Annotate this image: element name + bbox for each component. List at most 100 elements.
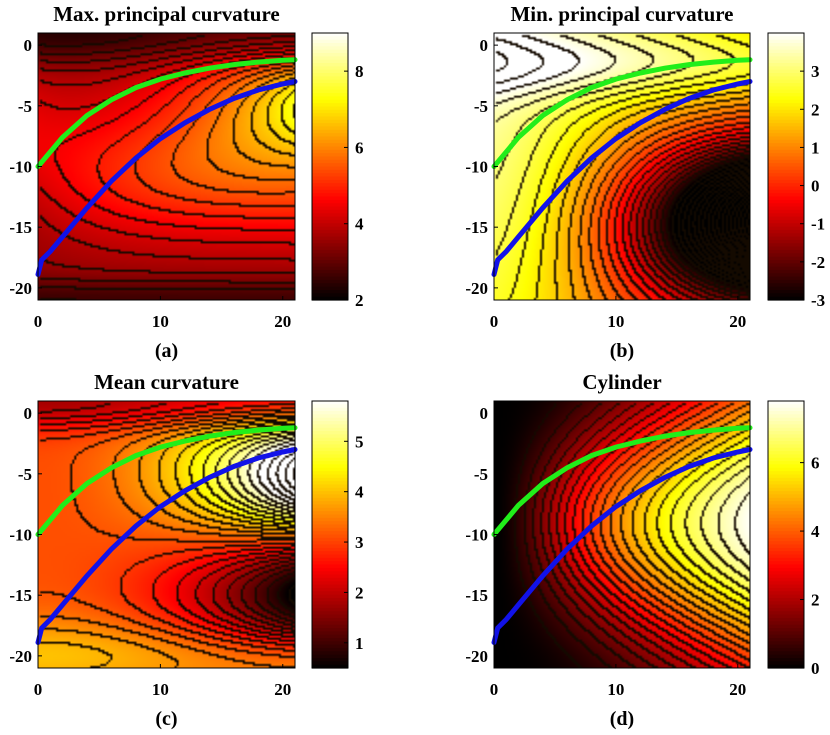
y-tick-label: -10 [465,158,488,177]
colorbar-segment [768,276,804,281]
colorbar-segment [768,511,804,516]
colorbar-segment [312,116,348,121]
colorbar-segment [312,581,348,586]
colorbar-segment [768,601,804,606]
colorbar-segment [312,584,348,589]
chart-title: Max. principal curvature [53,2,280,26]
colorbar-segment [312,567,348,572]
colorbar-segment [768,414,804,419]
colorbar-segment [312,431,348,435]
colorbar-segment [768,63,804,67]
colorbar-segment [768,494,804,499]
colorbar-segment [312,256,348,261]
colorbar-segment [768,464,804,469]
colorbar-segment [768,33,804,37]
colorbar-segment [768,133,804,138]
colorbar-segment [768,507,804,512]
colorbar-segment [312,223,348,228]
colorbar-segment [312,404,348,409]
x-tick-label: 0 [490,680,499,699]
colorbar-segment [312,501,348,506]
colorbar-segment [312,239,348,244]
colorbar-segment [768,179,804,184]
colorbar-segment [312,39,348,44]
colorbar-segment [312,571,348,576]
colorbar-segment [312,554,348,559]
colorbar-segment [312,133,348,138]
colorbar-segment [768,279,804,284]
colorbar-segment [768,607,804,612]
colorbar-segment [768,283,804,288]
panel-caption: (a) [155,340,178,362]
colorbar-segment [768,527,804,532]
colorbar-segment [768,103,804,108]
colorbar-segment [312,129,348,134]
colorbar-segment [768,36,804,41]
y-tick-label: -10 [465,526,488,545]
colorbar-segment [312,627,348,632]
colorbar-segment [312,477,348,482]
y-tick-label: -15 [465,218,488,237]
colorbar-segment [768,487,804,492]
colorbar-segment [312,517,348,522]
colorbar-segment [312,69,348,74]
colorbar-segment [312,166,348,171]
colorbar-segment [312,99,348,104]
colorbar-segment [768,159,804,164]
colorbar-segment [312,36,348,41]
colorbar-segment [312,169,348,174]
colorbar-segment [768,39,804,44]
colorbar-segment [768,457,804,462]
colorbar-a [311,32,349,301]
colorbar-segment [768,126,804,131]
colorbar-segment [768,617,804,622]
colorbar-segment [768,43,804,47]
colorbar-segment [768,557,804,562]
y-tick-label: -20 [465,279,488,298]
colorbar-segment [312,624,348,629]
colorbar-segment [768,116,804,121]
colorbar-segment [768,59,804,64]
colorbar-segment [768,223,804,228]
colorbar-segment [768,427,804,432]
colorbar-segment [312,471,348,476]
colorbar-segment [312,657,348,662]
colorbar-segment [768,424,804,429]
colorbar-segment [768,166,804,171]
colorbar-segment [768,163,804,168]
x-tick-label: 20 [274,312,291,331]
colorbar-segment [768,189,804,194]
colorbar-segment [768,661,804,666]
colorbar-segment [768,404,804,409]
colorbar-segment [768,66,804,71]
colorbar-segment [768,647,804,652]
colorbar-segment [768,444,804,449]
colorbar-segment [312,401,348,405]
colorbar-segment [768,246,804,251]
y-tick-label: 0 [24,404,33,423]
colorbar-segment [312,246,348,251]
colorbar-segment [768,266,804,271]
colorbar-segment [768,544,804,549]
colorbar-segment [312,143,348,148]
panel-caption: (d) [610,708,634,730]
colorbar-tick-label: 3 [355,533,364,552]
colorbar-segment [312,631,348,636]
colorbar-segment [768,76,804,81]
colorbar-segment [312,119,348,124]
colorbar-segment [312,621,348,626]
colorbar-segment [312,183,348,188]
colorbar-segment [312,541,348,546]
y-tick-label: -15 [465,586,488,605]
colorbar-segment [312,156,348,161]
colorbar-segment [768,454,804,459]
colorbar-segment [312,46,348,51]
colorbar-segment [312,123,348,128]
colorbar-segment [312,534,348,539]
colorbar-segment [768,417,804,422]
colorbar-segment [768,537,804,542]
colorbar-segment [312,587,348,592]
colorbar-segment [312,186,348,191]
y-tick-label: -15 [9,586,32,605]
